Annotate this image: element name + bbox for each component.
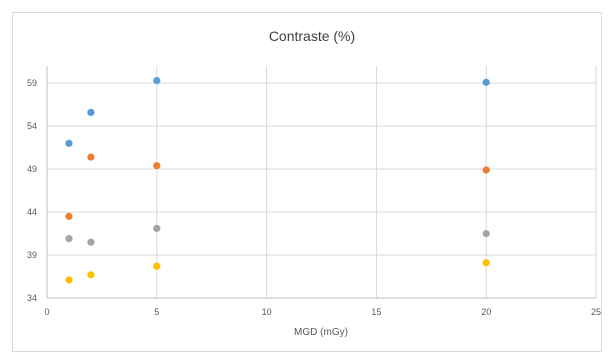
y-tick-label: 44 <box>27 207 37 217</box>
data-point <box>65 276 73 284</box>
axes <box>46 66 596 299</box>
x-axis-label: MGD (mGy) <box>294 327 348 338</box>
series-1 <box>65 77 490 147</box>
chart-title: Contraste (%) <box>269 28 355 44</box>
data-point <box>153 224 161 232</box>
x-tick-label: 25 <box>591 307 601 317</box>
x-tick-label: 10 <box>262 307 272 317</box>
x-axis-ticks: 0 5 10 15 20 25 <box>44 307 601 317</box>
x-tick-label: 5 <box>154 307 159 317</box>
y-tick-label: 59 <box>27 78 37 88</box>
grid-lines <box>47 66 597 298</box>
data-point <box>482 166 490 174</box>
data-points <box>65 77 490 284</box>
data-point <box>87 153 95 161</box>
data-point <box>65 139 73 147</box>
data-point <box>87 271 95 279</box>
chart-area <box>12 12 602 352</box>
y-axis-ticks: 34 39 44 49 54 59 <box>27 78 37 303</box>
data-point <box>87 108 95 116</box>
data-point <box>482 259 490 267</box>
x-tick-label: 15 <box>371 307 381 317</box>
data-point <box>153 262 161 270</box>
x-tick-label: 20 <box>481 307 491 317</box>
data-point <box>87 238 95 246</box>
y-tick-label: 54 <box>27 121 37 131</box>
y-tick-label: 34 <box>27 293 37 303</box>
data-point <box>482 78 490 86</box>
series-4 <box>65 259 490 284</box>
x-tick-label: 0 <box>44 307 49 317</box>
y-tick-label: 39 <box>27 250 37 260</box>
data-point <box>65 212 73 220</box>
y-tick-label: 49 <box>27 164 37 174</box>
series-2 <box>65 153 490 220</box>
data-point <box>153 77 161 85</box>
data-point <box>153 162 161 170</box>
data-point <box>65 235 73 243</box>
data-point <box>482 229 490 238</box>
series-3 <box>65 224 490 246</box>
